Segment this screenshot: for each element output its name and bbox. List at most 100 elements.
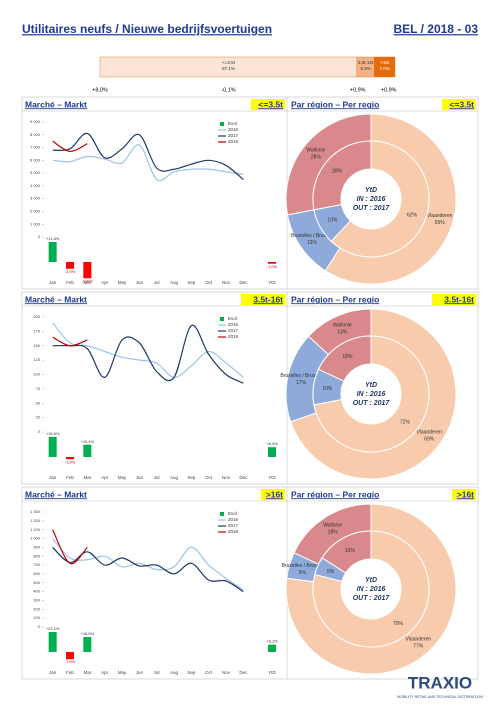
legend-label: 2017	[228, 328, 239, 333]
x-tick-label: Sep	[187, 670, 196, 675]
x-tick-label: Dec	[239, 670, 248, 675]
y-tick-label: 500	[33, 580, 40, 585]
y-tick-label: 400	[33, 589, 40, 594]
series-line	[52, 336, 88, 347]
region-name: Bruxelles / Brussel	[282, 563, 323, 569]
evol-label: +16,9%	[46, 431, 60, 436]
share-value: 7.0%	[380, 66, 390, 71]
y-tick-label: 600	[33, 571, 40, 576]
x-tick-label: Jul	[154, 280, 160, 285]
region-name: Vlaanderen	[405, 636, 431, 642]
logo: TRAXIO	[408, 673, 472, 692]
legend-swatch	[220, 512, 224, 516]
evol-bar	[83, 637, 92, 652]
tag: 3.5t-16t	[444, 294, 474, 304]
evol-label: -9,6%	[82, 278, 93, 283]
y-tick-label: 700	[33, 562, 40, 567]
y-tick-label: 0	[38, 234, 41, 239]
region-inner-value: 10%	[322, 386, 333, 392]
section-frame	[21, 96, 479, 290]
donut-hole	[341, 559, 401, 619]
region-inner-value: 18%	[342, 354, 353, 360]
x-tick-label: Feb	[66, 280, 74, 285]
x-tick-label: May	[118, 670, 127, 675]
x-tick-label: Nov	[222, 670, 231, 675]
y-tick-label: 200	[33, 314, 40, 319]
y-tick-label: 175	[33, 328, 40, 333]
center-label: IN : 2016	[357, 391, 386, 398]
center-label: OUT : 2017	[353, 400, 391, 407]
tag: 3.5t-16t	[253, 294, 283, 304]
evol-label: +8,3%	[266, 441, 278, 446]
region-name: Wallonie	[333, 322, 352, 328]
x-tick-label: Apr	[101, 670, 109, 675]
y-tick-label: 900	[33, 544, 40, 549]
region-inner-value: 72%	[400, 419, 411, 425]
legend-label: Evol	[228, 511, 237, 516]
evol-bar	[48, 632, 57, 652]
evol-bar	[66, 457, 74, 460]
x-tick-label: Nov	[222, 280, 231, 285]
center-label: IN : 2016	[357, 196, 386, 203]
market-title: Marché – Markt	[25, 489, 87, 499]
y-tick-label: 25	[36, 415, 41, 420]
share-category: >16t	[380, 60, 390, 65]
share-category: 3,5t-16t	[358, 60, 374, 65]
legend-label: Evol	[228, 121, 237, 126]
evol-label: +10,4%	[80, 439, 94, 444]
region-title: Par région – Per regio	[291, 294, 379, 304]
x-tick-label: Sep	[187, 475, 196, 480]
region-outer-value: 13%	[307, 240, 318, 246]
region-outer-value: 17%	[296, 380, 307, 386]
x-tick-label: Dec	[239, 475, 248, 480]
region-inner-value: 79%	[393, 621, 404, 627]
region-inner-value: 16%	[345, 548, 356, 554]
x-tick-label: Dec	[239, 280, 248, 285]
market-title: Marché – Markt	[25, 99, 87, 109]
y-tick-label: 50	[36, 400, 41, 405]
legend-label: Evol	[228, 316, 237, 321]
y-tick-label: 1 300	[30, 509, 41, 514]
x-tick-label: Feb	[66, 475, 74, 480]
evol-bar	[66, 652, 74, 660]
legend-label: 2016	[228, 322, 239, 327]
y-tick-label: 100	[33, 372, 40, 377]
x-tick-label: Jan	[49, 670, 57, 675]
region-name: Wallonie	[323, 522, 342, 528]
y-tick-label: 800	[33, 553, 40, 558]
ytd-label: YtD	[268, 670, 276, 675]
y-tick-label: 2 000	[30, 209, 41, 214]
region-name: Bruxelles / Brussel	[280, 373, 321, 379]
series-line	[52, 132, 244, 180]
evol-label: -1,9%	[65, 459, 76, 464]
x-tick-label: Oct	[205, 280, 213, 285]
evol-label: +22,1%	[46, 626, 60, 631]
tag-background	[251, 99, 285, 110]
evol-bar	[48, 242, 57, 262]
y-tick-label: 7 000	[30, 145, 41, 150]
segment-growth: -0,1%	[221, 87, 235, 93]
market-title: Marché – Markt	[25, 294, 87, 304]
series-line	[52, 324, 244, 384]
region-name: Wallonie	[306, 147, 325, 153]
tag-background	[442, 99, 476, 110]
ytd-label: YtD	[268, 280, 276, 285]
x-tick-label: Jun	[136, 475, 144, 480]
x-tick-label: Aug	[170, 670, 179, 675]
region-inner-value: 10%	[327, 218, 338, 224]
donut-hole	[341, 364, 401, 424]
share-category: <=3,5t	[222, 60, 236, 65]
x-tick-label: Mar	[83, 280, 91, 285]
series-line	[52, 322, 244, 378]
evol-bar	[66, 262, 74, 269]
x-tick-label: May	[118, 475, 127, 480]
evol-label: -1,0%	[267, 264, 278, 269]
section-frame	[21, 486, 479, 680]
region-outer-value: 69%	[424, 436, 435, 442]
x-tick-label: Jun	[136, 670, 144, 675]
center-label: OUT : 2017	[353, 205, 391, 212]
tag-background	[241, 294, 285, 305]
y-tick-label: 1 000	[30, 221, 41, 226]
region-inner-value: 62%	[407, 213, 418, 219]
